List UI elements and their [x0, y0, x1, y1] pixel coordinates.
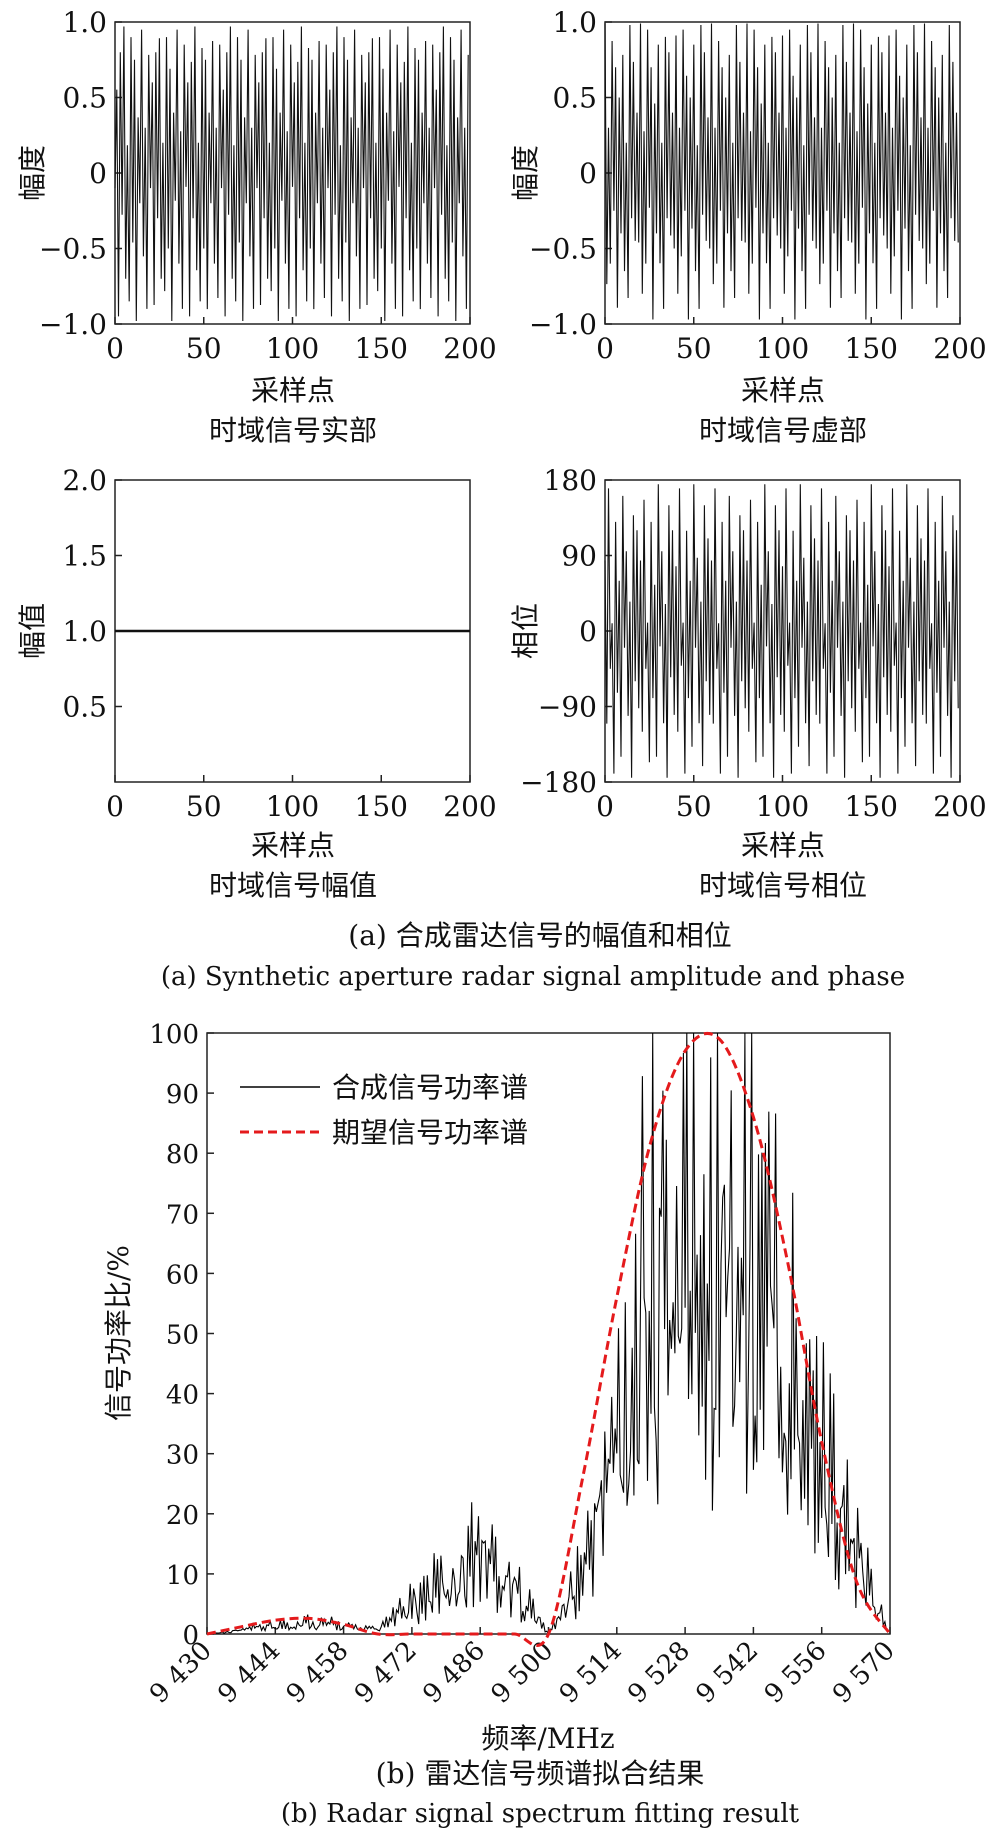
y-tick-label: 10 [166, 1561, 199, 1591]
chart-title: 时域信号相位 [699, 869, 867, 902]
y-tick-label: −0.5 [529, 233, 597, 266]
y-tick-label: 2.0 [62, 464, 107, 497]
x-axis-label: 采样点 [741, 374, 825, 407]
x-tick-label: 50 [676, 332, 712, 365]
y-tick-label: −180 [520, 766, 597, 799]
y-tick-label: 20 [166, 1501, 199, 1531]
x-tick-label: 9 556 [759, 1636, 833, 1710]
x-axis-label: 采样点 [741, 829, 825, 862]
y-tick-label: 180 [544, 464, 597, 497]
y-tick-label: 1.5 [62, 540, 107, 573]
y-axis-label: 幅度 [509, 145, 542, 201]
caption-a-en: (a) Synthetic aperture radar signal ampl… [161, 962, 905, 992]
panel-phase: 0 50 100 150 200 −180 −90 0 90 180 采样点 时域信号相位 相位 [509, 464, 987, 902]
x-tick-label: 9 514 [554, 1636, 628, 1710]
x-axis-label: 采样点 [251, 374, 335, 407]
x-tick-label: 9 458 [281, 1636, 355, 1710]
series-line [206, 1032, 889, 1636]
x-tick-label: 9 472 [349, 1636, 423, 1710]
y-axis-label: 幅度 [16, 145, 49, 201]
y-tick-label: 0 [579, 157, 597, 190]
y-tick-label: 1.0 [62, 6, 107, 39]
x-tick-label: 100 [266, 332, 319, 365]
x-tick-label: 9 444 [212, 1636, 286, 1710]
x-tick-label: 0 [596, 790, 614, 823]
x-tick-label: 100 [756, 790, 809, 823]
caption-b-cn: (b) 雷达信号频谱拟合结果 [376, 1757, 705, 1790]
y-tick-label: 1.0 [62, 615, 107, 648]
y-axis-label: 信号功率比/% [102, 1245, 135, 1421]
x-tick-label: 50 [186, 332, 222, 365]
x-tick-label: 200 [933, 332, 986, 365]
chart-title: 时域信号幅值 [209, 869, 377, 902]
series-line [604, 23, 959, 320]
x-tick-label: 150 [355, 790, 408, 823]
x-tick-label: 9 430 [144, 1636, 218, 1710]
x-tick-label: 0 [596, 332, 614, 365]
x-axis-label: 采样点 [251, 829, 335, 862]
y-tick-label: 80 [166, 1140, 199, 1170]
y-tick-label: 0 [89, 157, 107, 190]
x-tick-label: 9 528 [622, 1636, 696, 1710]
y-tick-label: 0.5 [552, 82, 597, 115]
x-tick-label: 9 542 [691, 1636, 765, 1710]
legend: 合成信号功率谱 期望信号功率谱 [240, 1071, 528, 1149]
y-tick-label: −0.5 [39, 233, 107, 266]
y-tick-label: 1.0 [552, 6, 597, 39]
plot-frame [206, 1032, 891, 1635]
x-tick-label: 0 [106, 790, 124, 823]
x-tick-label: 9 570 [827, 1636, 901, 1710]
panel-amp: 0 50 100 150 200 0.5 1.0 1.5 2.0 采样点 时域信号幅值 幅值 [16, 464, 497, 902]
y-tick-label: −90 [538, 691, 597, 724]
y-tick-label: 100 [149, 1020, 199, 1050]
x-tick-label: 100 [266, 790, 319, 823]
y-axis-label: 相位 [509, 603, 542, 659]
caption-b-en: (b) Radar signal spectrum fitting result [281, 1799, 800, 1829]
x-tick-label: 150 [845, 332, 898, 365]
chart-title: 时域信号实部 [209, 414, 377, 447]
y-tick-label: 40 [166, 1381, 199, 1411]
x-tick-label: 200 [443, 332, 496, 365]
series-line [206, 1031, 892, 1648]
x-tick-label: 150 [845, 790, 898, 823]
y-tick-label: 0 [579, 615, 597, 648]
chart-phase: 0 50 100 150 200 −180 −90 0 90 180 [520, 464, 987, 823]
series-line [114, 26, 469, 322]
y-tick-label: 70 [166, 1200, 199, 1230]
caption-a-cn: (a) 合成雷达信号的幅值和相位 [348, 919, 731, 952]
x-axis-label: 频率/MHz [481, 1722, 614, 1755]
x-tick-label: 9 500 [486, 1636, 560, 1710]
chart-amp: 0 50 100 150 200 0.5 1.0 1.5 2.0 [62, 464, 496, 823]
chart-imag: 0 50 100 150 200 −1.0 −0.5 0 0.5 1.0 [529, 6, 987, 365]
y-tick-label: 30 [166, 1441, 199, 1471]
x-tick-label: 9 486 [417, 1636, 491, 1710]
y-tick-label: 60 [166, 1260, 199, 1290]
y-tick-label: 0.5 [62, 691, 107, 724]
panel-real: 0 50 100 150 200 −1.0 −0.5 0 0.5 1.0 采样点 时域信号实部 幅… [16, 6, 497, 447]
y-tick-label: 90 [561, 540, 597, 573]
y-tick-label: 0 [182, 1621, 199, 1651]
chart-title: 时域信号虚部 [699, 414, 867, 447]
x-tick-label: 200 [933, 790, 986, 823]
y-axis-label: 幅值 [16, 603, 49, 659]
x-tick-label: 150 [355, 332, 408, 365]
legend-label-synthetic: 合成信号功率谱 [332, 1071, 528, 1104]
y-tick-label: 90 [166, 1080, 199, 1110]
y-tick-label: 50 [166, 1321, 199, 1351]
x-tick-label: 200 [443, 790, 496, 823]
y-tick-label: 0.5 [62, 82, 107, 115]
chart-real: 0 50 100 150 200 −1.0 −0.5 0 0.5 1.0 [39, 6, 497, 365]
panel-imag: 0 50 100 150 200 −1.0 −0.5 0 0.5 1.0 采样点 时域信号虚部 幅… [509, 6, 987, 447]
series-line [604, 484, 959, 778]
x-tick-label: 50 [186, 790, 222, 823]
y-tick-label: −1.0 [39, 308, 107, 341]
legend-label-expected: 期望信号功率谱 [332, 1116, 528, 1149]
x-tick-label: 50 [676, 790, 712, 823]
x-tick-label: 100 [756, 332, 809, 365]
y-tick-label: −1.0 [529, 308, 597, 341]
x-tick-label: 0 [106, 332, 124, 365]
